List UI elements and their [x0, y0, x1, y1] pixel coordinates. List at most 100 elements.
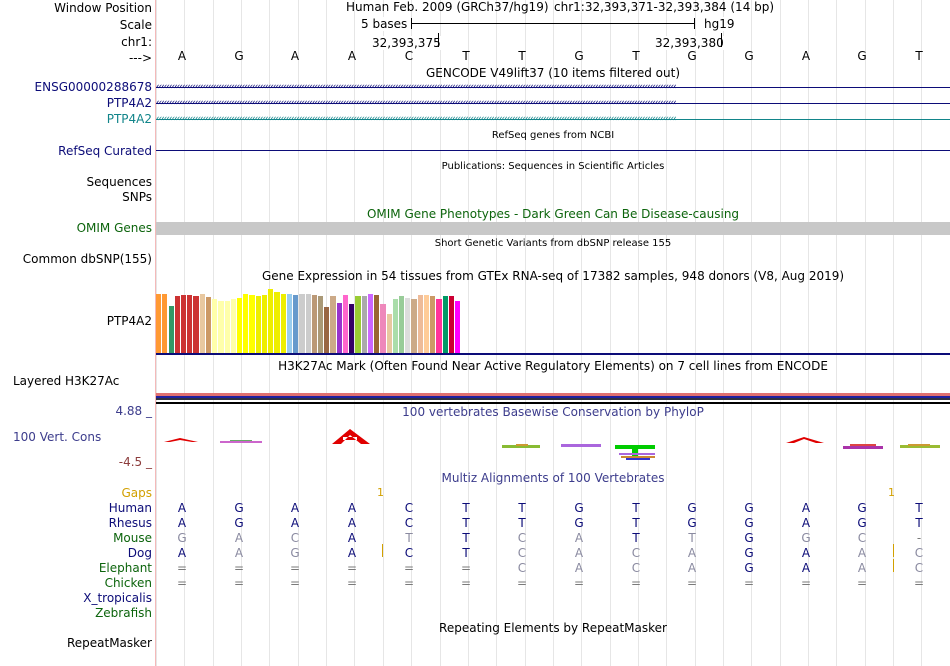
gtex-tissue-bar[interactable] [299, 294, 305, 354]
grid-line [695, 0, 696, 666]
gtex-tissue-bar[interactable] [430, 296, 436, 354]
snps-label[interactable]: SNPs [122, 190, 152, 204]
gtex-tissue-bar[interactable] [349, 304, 355, 354]
alignment-base: G [744, 531, 754, 545]
grid-line [865, 0, 866, 666]
gtex-tissue-bar[interactable] [230, 299, 237, 354]
gtex-tissue-bar[interactable] [162, 294, 168, 354]
gtex-tissue-bar[interactable] [336, 303, 342, 354]
phylop-label[interactable]: 100 Vert. Cons [13, 430, 102, 444]
species-label[interactable]: Zebrafish [95, 606, 152, 620]
species-label[interactable]: X_tropicalis [83, 591, 152, 605]
gtex-tissue-bar[interactable] [305, 294, 311, 354]
gtex-tissue-bar[interactable] [180, 295, 187, 354]
dbsnp-label[interactable]: Common dbSNP(155) [22, 252, 152, 266]
gtex-tissue-bar[interactable] [212, 299, 218, 354]
gtex-tissue-bar[interactable] [361, 296, 367, 354]
alignment-base: A [574, 546, 584, 560]
gtex-tissue-bar[interactable] [268, 289, 274, 354]
gene-strand-ptp4a2[interactable]: ‹‹‹‹‹‹‹‹‹‹‹‹‹‹‹‹‹‹‹‹‹‹‹‹‹‹‹‹‹‹‹‹‹‹‹‹‹‹‹‹… [156, 99, 950, 108]
gencode-title: GENCODE V49lift37 (10 items filtered out… [425, 66, 680, 80]
gtex-tissue-bar[interactable] [399, 296, 405, 354]
gtex-tissue-bar[interactable] [193, 296, 199, 354]
gtex-tissue-bar[interactable] [187, 295, 193, 354]
gtex-tissue-bar[interactable] [199, 294, 205, 354]
alignment-base: = [516, 576, 528, 590]
h3k27ac-signal-top[interactable] [156, 393, 950, 396]
gtex-tissue-bar[interactable] [237, 298, 243, 354]
gtex-tissue-bar[interactable] [280, 294, 286, 354]
h3k27ac-label[interactable]: Layered H3K27Ac [13, 374, 120, 388]
gtex-tissue-bar[interactable] [330, 296, 336, 354]
gene-strand-ensg[interactable]: ‹‹‹‹‹‹‹‹‹‹‹‹‹‹‹‹‹‹‹‹‹‹‹‹‹‹‹‹‹‹‹‹‹‹‹‹‹‹‹‹… [156, 83, 950, 92]
gtex-bar-chart[interactable] [156, 284, 950, 354]
gtex-tissue-bar[interactable] [286, 294, 293, 354]
omim-bar[interactable] [156, 222, 950, 235]
gtex-tissue-bar[interactable] [318, 296, 324, 354]
alignment-base: = [346, 576, 358, 590]
species-label[interactable]: Rhesus [108, 516, 152, 530]
gtex-tissue-bar[interactable] [255, 296, 261, 354]
species-label[interactable]: Chicken [104, 576, 152, 590]
gtex-tissue-bar[interactable] [342, 295, 349, 354]
refseq-label[interactable]: RefSeq Curated [58, 144, 152, 158]
gtex-tissue-bar[interactable] [243, 294, 249, 354]
gtex-tissue-bar[interactable] [311, 295, 318, 354]
gtex-tissue-bar[interactable] [374, 295, 380, 354]
repeatmasker-label[interactable]: RepeatMasker [66, 636, 152, 650]
gtex-tissue-bar[interactable] [455, 301, 461, 354]
gtex-tissue-bar[interactable] [386, 314, 392, 354]
gtex-tissue-bar[interactable] [355, 296, 361, 354]
gtex-tissue-bar[interactable] [293, 295, 299, 354]
scale-label: Scale [119, 18, 152, 32]
gtex-tissue-bar[interactable] [274, 292, 280, 354]
gtex-label[interactable]: PTP4A2 [106, 314, 152, 328]
gtex-tissue-bar[interactable] [417, 295, 423, 354]
species-label[interactable]: Human [108, 501, 152, 515]
alignment-base: A [290, 516, 300, 530]
h3k27ac-signal-base[interactable] [156, 398, 950, 400]
species-label[interactable]: Elephant [98, 561, 152, 575]
grid-line [836, 0, 837, 666]
alignment-base: G [857, 501, 867, 515]
species-label[interactable]: Dog [127, 546, 152, 560]
track-area[interactable]: Human Feb. 2009 (GRCh37/hg19) chr1:32,39… [156, 0, 950, 666]
gtex-tissue-bar[interactable] [380, 304, 386, 354]
gtex-tissue-bar[interactable] [423, 295, 430, 354]
alignment-base: G [177, 531, 187, 545]
scale-bar [411, 23, 694, 24]
gtex-tissue-bar[interactable] [218, 301, 224, 354]
label-divider[interactable] [155, 0, 156, 666]
scale-text: 5 bases [361, 17, 408, 31]
gtex-tissue-bar[interactable] [405, 298, 411, 354]
gtex-tissue-bar[interactable] [174, 296, 180, 354]
gtex-tissue-bar[interactable] [205, 297, 212, 354]
gtex-tissue-bar[interactable] [224, 301, 230, 354]
gtex-tissue-bar[interactable] [442, 296, 448, 354]
alignment-base: A [177, 546, 187, 560]
track-labels: Window Position Scale chr1: ---> ENSG000… [0, 0, 155, 666]
gene-label-ptp4a2-alt[interactable]: PTP4A2 [106, 112, 152, 126]
gtex-tissue-bar[interactable] [249, 295, 255, 354]
gtex-tissue-bar[interactable] [392, 299, 398, 354]
species-label[interactable]: Mouse [113, 531, 152, 545]
sequences-label[interactable]: Sequences [86, 175, 152, 189]
gene-label-ptp4a2[interactable]: PTP4A2 [106, 96, 152, 110]
refseq-gene-line[interactable] [156, 150, 950, 151]
omim-label[interactable]: OMIM Genes [76, 221, 152, 235]
phylop-logo[interactable] [156, 420, 950, 465]
gene-strand-ptp4a2-alt[interactable]: ‹‹‹‹‹‹‹‹‹‹‹‹‹‹‹‹‹‹‹‹‹‹‹‹‹‹‹‹‹‹‹‹‹‹‹‹‹‹‹‹… [156, 115, 950, 124]
gtex-tissue-bar[interactable] [324, 307, 330, 354]
gene-label-ensg[interactable]: ENSG00000288678 [34, 80, 152, 94]
gtex-tissue-bar[interactable] [448, 296, 455, 354]
dna-base: G [574, 49, 584, 63]
gtex-tissue-bar[interactable] [436, 299, 442, 354]
gtex-tissue-bar[interactable] [411, 299, 417, 354]
alignment-base: A [234, 531, 244, 545]
gaps-label[interactable]: Gaps [121, 486, 152, 500]
gtex-tissue-bar[interactable] [168, 306, 174, 354]
gtex-tissue-bar[interactable] [261, 295, 268, 354]
h3k27ac-signal-mid[interactable] [156, 396, 950, 398]
gtex-tissue-bar[interactable] [156, 294, 162, 354]
gtex-tissue-bar[interactable] [367, 294, 374, 354]
